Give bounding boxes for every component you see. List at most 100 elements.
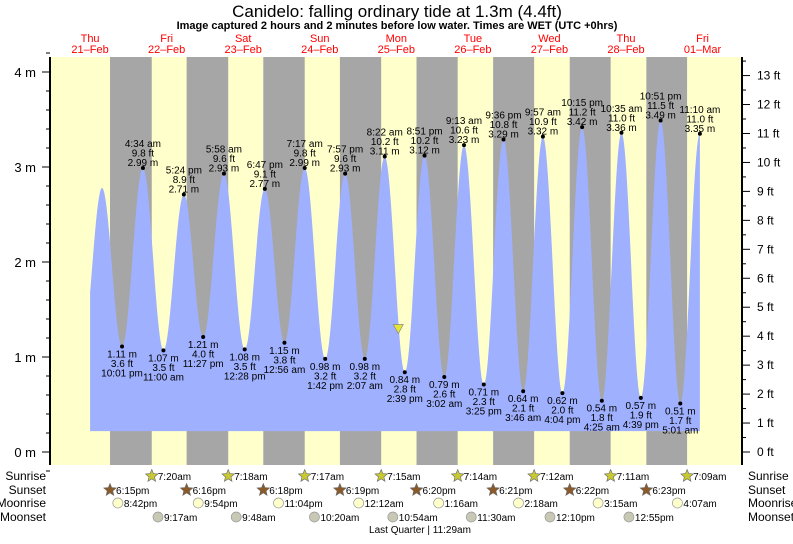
high-tide-label: 2.99 m (128, 158, 159, 169)
left-tick-label: 4 m (14, 65, 36, 80)
moonrise-moon-icon (273, 497, 284, 509)
high-tide-point (382, 154, 387, 159)
sunrise-star-icon (297, 468, 312, 482)
moonset-time: 12:55pm (635, 513, 674, 524)
high-tide-label: 8.9 ft (173, 175, 195, 186)
moonrise-time: 2:18am (524, 499, 557, 510)
moonrise-moon-icon (672, 497, 683, 509)
date-label: 22–Feb (148, 44, 185, 56)
high-tide-label: 2.71 m (169, 185, 200, 196)
low-tide-point (560, 391, 565, 396)
low-tide-point (638, 395, 643, 400)
high-tide-label: 7:57 pm (327, 145, 363, 156)
high-tide-label: 6:47 pm (247, 160, 283, 171)
date-label: 21–Feb (71, 44, 108, 56)
high-tide-point (580, 125, 585, 130)
right-tick-label: 0 ft (757, 445, 774, 459)
moonset-row-label-right: Moonset (748, 510, 793, 524)
high-tide-label: 3.35 m (685, 124, 716, 135)
high-tide-label: 9:13 am (446, 116, 482, 127)
moonrise-moon-icon (192, 497, 204, 509)
right-tick-label: 12 ft (757, 98, 781, 112)
low-tide-point (242, 347, 247, 352)
high-tide-label: 2.93 m (209, 164, 240, 175)
sunset-star-icon (562, 482, 577, 496)
high-tide-label: 10:51 pm (640, 91, 682, 102)
low-tide-label: 2.0 ft (551, 406, 573, 417)
moonrise-time: 12:12am (365, 499, 404, 510)
date-label: 28–Feb (607, 44, 644, 56)
high-tide-label: 9.6 ft (334, 154, 356, 165)
high-tide-label: 5:58 am (206, 145, 242, 156)
moonrise-row-label-right: Moonrise (748, 496, 793, 510)
moonset-moon-icon (230, 511, 242, 523)
plot-area (50, 57, 742, 465)
high-tide-label: 10.6 ft (450, 126, 478, 137)
sunset-time: 6:20pm (423, 486, 456, 497)
sunset-star-icon (409, 482, 424, 496)
right-tick-label: 5 ft (757, 300, 774, 314)
high-tide-label: 3.49 m (645, 110, 676, 121)
current-level-marker-icon (392, 324, 404, 335)
moonrise-row-label: Moonrise (0, 496, 46, 510)
sunset-time: 6:18pm (269, 486, 302, 497)
moonset-time: 11:30am (477, 513, 515, 524)
moonset-time: 9:17am (164, 513, 197, 524)
high-tide-point (501, 137, 506, 142)
axes: 0 m 1 m 2 m 3 m 4 m 0 ft 1 ft 2 ft 3 ft 4 ft 5 ft 6… (14, 33, 781, 472)
high-tide-label: 10.9 ft (529, 117, 557, 128)
sunrise-star-icon (527, 468, 542, 482)
moonset-time: 12:10pm (556, 513, 595, 524)
moon-phase: Last Quarter | 11:29am (369, 525, 471, 536)
low-tide-label: 11:00 am (143, 372, 184, 383)
low-tide-label: 0.54 m (587, 404, 618, 415)
high-tide-label: 9.6 ft (213, 154, 235, 165)
low-tide-label: 1.8 ft (591, 413, 613, 424)
sunrise-star-icon (680, 468, 695, 482)
high-tide-point (462, 143, 467, 148)
low-tide-point (521, 389, 526, 394)
high-tide-point (343, 171, 348, 176)
high-tide-label: 11.5 ft (647, 101, 674, 112)
day-label: Wed (538, 33, 560, 45)
low-tide-label: 1:42 pm (307, 381, 343, 392)
moonrise-moon-icon (433, 497, 444, 509)
sunrise-star-icon (144, 468, 159, 482)
day-label: Sun (310, 33, 330, 45)
low-tide-label: 0.98 m (310, 362, 341, 373)
high-tide-label: 2.99 m (289, 158, 320, 169)
high-tide-point (140, 165, 145, 170)
low-tide-label: 1.11 m (107, 350, 137, 361)
high-tide-point (422, 153, 427, 158)
day-label: Tue (464, 33, 483, 45)
sunrise-time: 7:15am (387, 472, 420, 483)
sunset-star-icon (639, 482, 654, 496)
date-label: 25–Feb (378, 44, 415, 56)
low-tide-point (481, 382, 486, 387)
moonrise-time: 3:15am (604, 499, 637, 510)
low-tide-label: 5:01 am (662, 426, 698, 437)
chart-subtitle: Image captured 2 hours and 2 minutes bef… (177, 20, 618, 32)
low-tide-label: 3:46 am (505, 413, 541, 424)
date-label: 01–Mar (684, 44, 722, 56)
low-tide-point (201, 335, 206, 340)
low-tide-label: 4:25 am (584, 423, 620, 434)
low-tide-point (678, 401, 683, 406)
high-tide-label: 10.8 ft (490, 120, 518, 131)
low-tide-label: 0.79 m (429, 380, 460, 391)
high-tide-label: 11.0 ft (608, 113, 635, 124)
low-tide-point (402, 370, 407, 375)
high-tide-label: 3.36 m (606, 123, 637, 134)
high-tide-label: 9:36 pm (485, 110, 521, 121)
low-tide-label: 1.7 ft (669, 416, 691, 427)
high-tide-label: 3.11 m (370, 147, 400, 158)
sunset-time: 6:16pm (193, 486, 226, 497)
low-tide-label: 3.5 ft (234, 362, 256, 373)
sunrise-time: 7:09am (693, 472, 726, 483)
high-tide-point (302, 165, 307, 170)
low-tide-label: 3.2 ft (354, 371, 376, 382)
high-tide-label: 11.2 ft (569, 108, 596, 119)
low-tide-label: 2.8 ft (394, 385, 416, 396)
low-tide-label: 3:02 am (426, 399, 462, 410)
sunset-time: 6:23pm (652, 486, 685, 497)
